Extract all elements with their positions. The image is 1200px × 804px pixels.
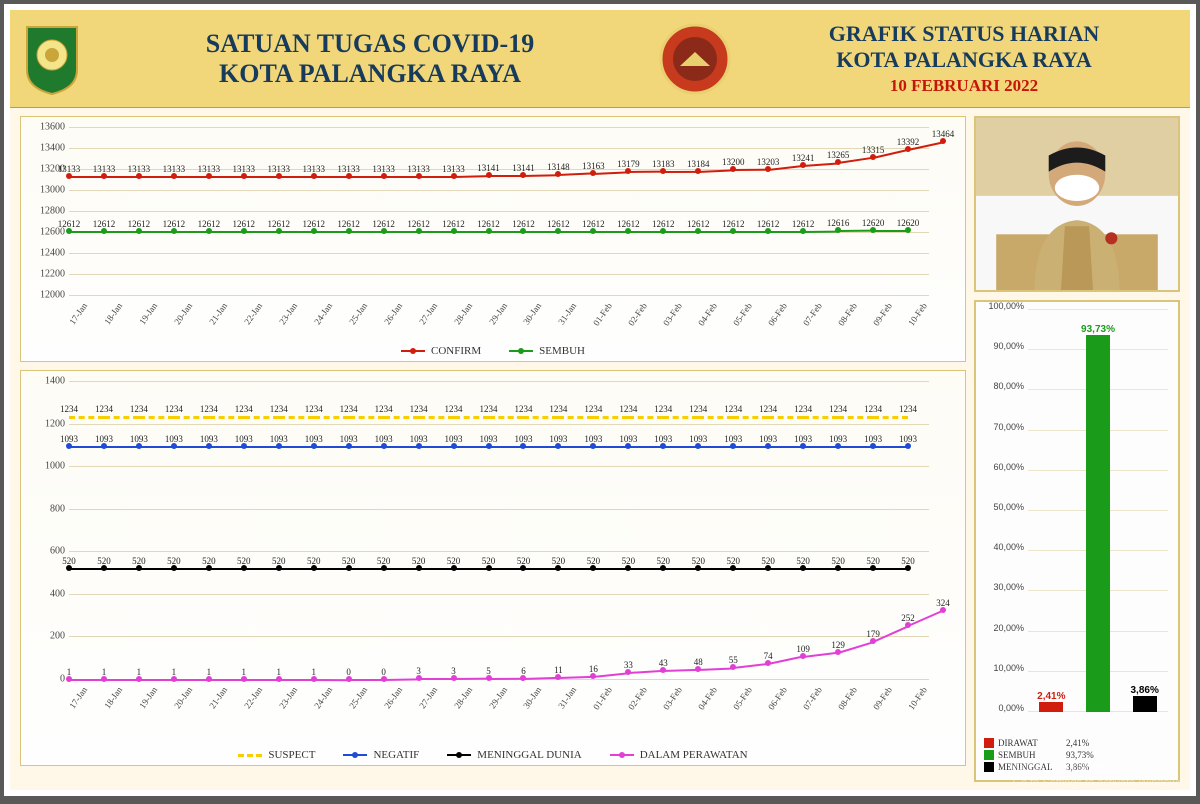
main-title: SATUAN TUGAS COVID-19 KOTA PALANGKA RAYA: [100, 29, 640, 89]
right-column: 0,00%10,00%20,00%30,00%40,00%50,00%60,00…: [972, 108, 1190, 790]
watermark-line1: Activate Windows: [1012, 760, 1186, 776]
confirm-sembuh-chart: 1200012200124001260012800130001320013400…: [20, 116, 966, 362]
dashboard-frame: SATUAN TUGAS COVID-19 KOTA PALANGKA RAYA…: [10, 10, 1190, 790]
watermark-line2: Go to Settings to activate Windows.: [1012, 776, 1186, 790]
official-portrait: [974, 116, 1180, 292]
charts-column: 1200012200124001260012800130001320013400…: [10, 108, 972, 790]
body: 1200012200124001260012800130001320013400…: [10, 108, 1190, 790]
right-line1: GRAFIK STATUS HARIAN: [750, 21, 1178, 46]
right-title: GRAFIK STATUS HARIAN KOTA PALANGKA RAYA …: [750, 21, 1178, 95]
suspect-negatif-chart: 0200400600800100012001400123412341234123…: [20, 370, 966, 766]
window: SATUAN TUGAS COVID-19 KOTA PALANGKA RAYA…: [4, 4, 1196, 796]
title-line1: SATUAN TUGAS COVID-19: [100, 29, 640, 59]
percentage-bar-chart: 0,00%10,00%20,00%30,00%40,00%50,00%60,00…: [974, 300, 1180, 782]
right-line2: KOTA PALANGKA RAYA: [750, 47, 1178, 72]
header: SATUAN TUGAS COVID-19 KOTA PALANGKA RAYA…: [10, 10, 1190, 108]
city-emblem-icon: [22, 22, 82, 96]
date-label: 10 FEBRUARI 2022: [750, 76, 1178, 96]
covid-badge-icon: [658, 22, 732, 96]
title-line2: KOTA PALANGKA RAYA: [100, 59, 640, 89]
windows-watermark: Activate Windows Go to Settings to activ…: [1012, 760, 1186, 790]
